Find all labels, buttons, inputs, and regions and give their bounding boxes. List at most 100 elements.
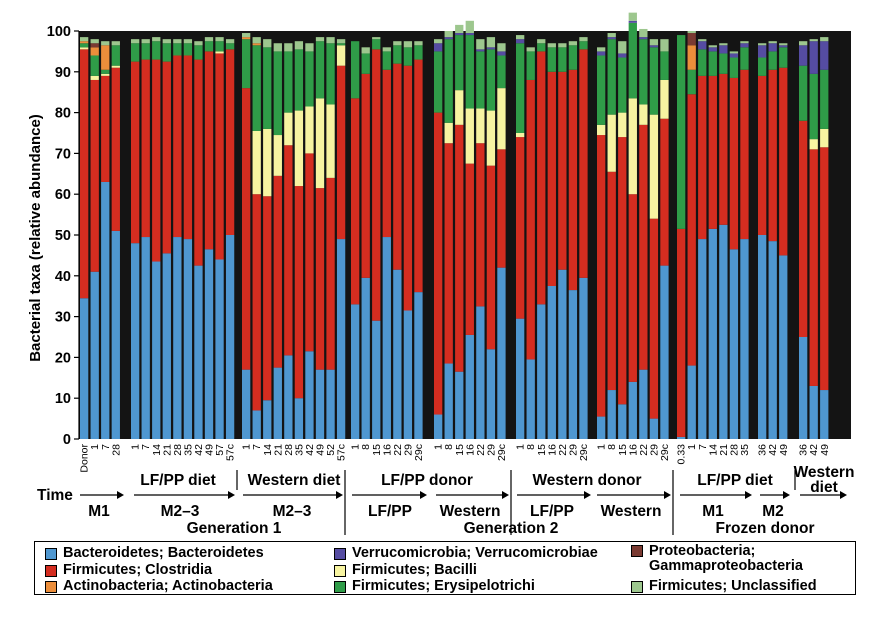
bar-segment-erys — [558, 47, 567, 72]
bar-segment-clos — [326, 177, 335, 370]
bar-segment-clos — [284, 145, 293, 356]
bar-segment-bact — [547, 286, 556, 439]
bar-segment-erys — [414, 45, 423, 60]
bar-segment-baci — [90, 75, 99, 80]
y-tick-label: 100 — [47, 24, 71, 40]
bar-segment-uncl — [768, 41, 777, 44]
bar-segment-baci — [326, 104, 335, 178]
bar-segment-clos — [660, 118, 669, 266]
bar-segment-verr — [729, 53, 739, 58]
bar-segment-clos — [649, 218, 659, 419]
bar-segment-uncl — [516, 35, 525, 40]
legend-swatch — [334, 580, 346, 593]
bar-segment-clos — [90, 79, 99, 272]
bar-segment-erys — [476, 51, 485, 109]
bar-segment-bact — [361, 277, 370, 439]
bar-segment-clos — [618, 137, 627, 405]
bar-segment-erys — [101, 69, 110, 74]
bar-segment-clos — [579, 49, 588, 278]
bar-segment-clos — [607, 171, 616, 391]
bar-segment-erys — [568, 45, 578, 70]
x-tick-label: 1 — [130, 444, 142, 450]
legend-item: Proteobacteria; Gammaproteobacteria — [631, 544, 803, 574]
bar-segment-clos — [740, 69, 749, 240]
bar-segment-erys — [799, 65, 808, 121]
bar-segment-baci — [649, 114, 659, 219]
bar-segment-baci — [263, 128, 272, 197]
x-tick-label: 16 — [627, 444, 639, 456]
bar-segment-erys — [486, 49, 496, 111]
bar-segment-uncl — [639, 28, 648, 38]
bar-segment-uncl — [799, 41, 808, 46]
bar-segment-clos — [476, 143, 485, 307]
x-tick-label: 28 — [728, 444, 740, 456]
bar-segment-uncl — [242, 33, 251, 38]
x-tick-label: 22 — [392, 444, 404, 456]
legend-label: Proteobacteria; Gammaproteobacteria — [649, 543, 803, 574]
x-tick-label: 42 — [304, 444, 316, 456]
bar-segment-clos — [708, 75, 717, 229]
bar-segment-bact — [393, 269, 402, 439]
bar-segment-clos — [729, 77, 739, 250]
bar-segment-erys — [618, 57, 627, 113]
bar-segment-bact — [465, 334, 474, 439]
bar-segment-clos — [758, 75, 767, 235]
bar-segment-erys — [273, 51, 282, 136]
bar-segment-clos — [194, 59, 203, 266]
bar-segment-bact — [273, 367, 282, 439]
bar-segment-erys — [607, 39, 616, 115]
bar-segment-baci — [497, 88, 506, 150]
x-tick-label: 1 — [350, 444, 362, 450]
bar-segment-uncl — [597, 47, 606, 52]
bar-segment-clos — [547, 71, 556, 286]
x-tick-label: 7 — [697, 444, 709, 450]
legend-swatch — [631, 545, 643, 557]
bar-segment-erys — [141, 43, 150, 60]
bar-segment-erys — [131, 43, 140, 62]
x-tick-label: 21 — [272, 444, 284, 456]
x-tick-label: 49 — [778, 444, 790, 456]
bar-segment-uncl — [141, 39, 150, 44]
bar-segment-bact — [768, 241, 777, 439]
bar-segment-erys — [351, 41, 360, 99]
bar-segment-bact — [497, 267, 506, 439]
x-tick-label: 16 — [546, 444, 558, 456]
x-tick-label: 52 — [325, 444, 337, 456]
bar-segment-uncl — [294, 41, 304, 50]
legend-item: Firmicutes; Unclassified — [631, 579, 817, 594]
x-tick-label: 1 — [241, 444, 253, 450]
bar-segment-baci — [820, 128, 829, 148]
bar-segment-bact — [242, 369, 251, 439]
x-tick-label: 49 — [204, 444, 216, 456]
bar-segment-uncl — [305, 43, 314, 52]
bar-segment-clos — [597, 135, 606, 417]
bar-segment-baci — [476, 108, 485, 144]
bar-segment-uncl — [80, 37, 89, 42]
bar-segment-erys — [708, 51, 717, 76]
bar-segment-bact — [677, 436, 686, 439]
x-tick-label: 42 — [193, 444, 205, 456]
bar-segment-erys — [372, 39, 381, 50]
bar-segment-uncl — [579, 37, 588, 42]
bar-segment-verr — [434, 43, 443, 52]
x-tick-label: Donor — [79, 444, 91, 473]
bar-segment-verr — [708, 47, 717, 52]
x-tick-label: 29c — [413, 444, 425, 461]
x-tick-label: 14 — [707, 444, 719, 456]
bar-segment-baci — [455, 90, 464, 125]
x-tick-label: 29 — [485, 444, 497, 456]
header-western-diet-gen1: Western diet — [248, 472, 341, 489]
bar-segment-clos — [444, 143, 453, 364]
bar-segment-clos — [173, 55, 182, 238]
bar-segment-clos — [351, 98, 360, 305]
bar-segment-clos — [537, 51, 546, 305]
bar-segment-uncl — [204, 37, 214, 42]
x-tick-label: 57c — [336, 444, 348, 461]
x-tick-label: 22 — [638, 444, 650, 456]
bar-segment-erys — [434, 51, 443, 113]
bar-segment-erys — [639, 39, 648, 105]
bar-segment-clos — [434, 112, 443, 415]
bar-segment-bact — [444, 363, 453, 439]
y-tick-label: 90 — [55, 65, 71, 81]
bar-segment-bact — [152, 261, 161, 439]
